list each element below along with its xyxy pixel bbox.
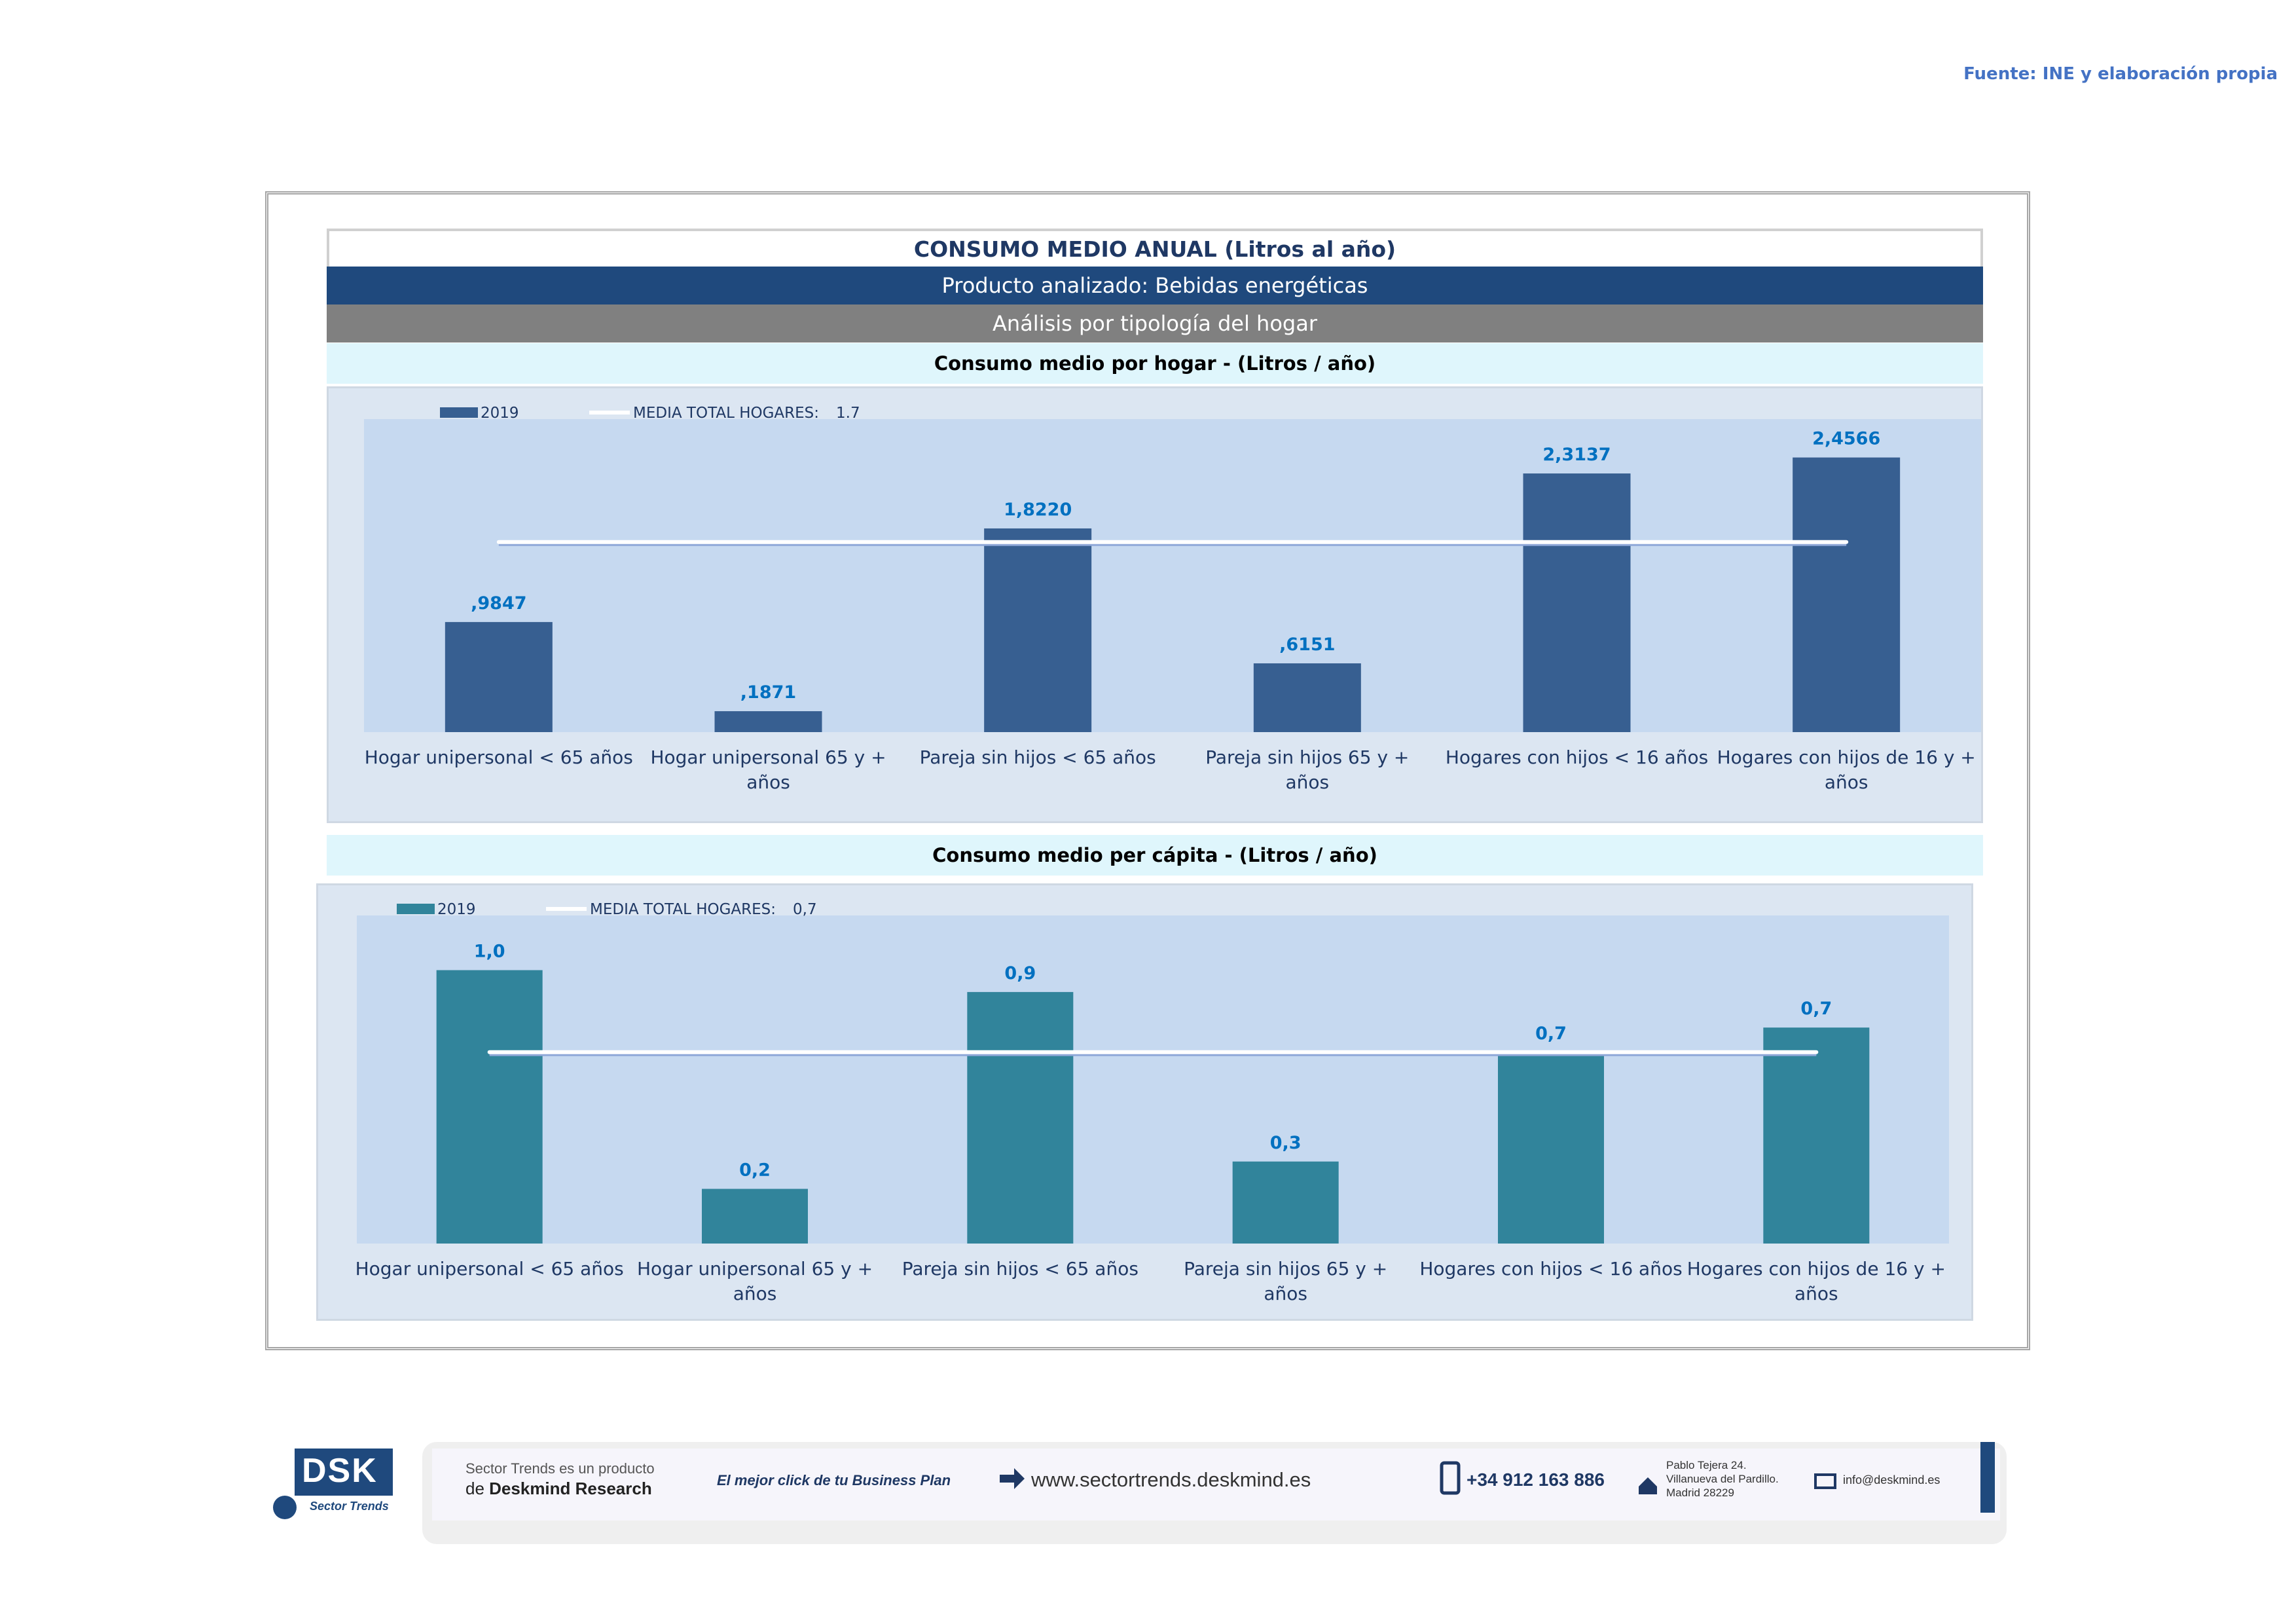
product-line-2: de Deskmind Research — [465, 1479, 652, 1499]
report-title: CONSUMO MEDIO ANUAL (Litros al año) — [327, 229, 1983, 267]
address-line-3: Madrid 28229 — [1666, 1486, 1734, 1499]
legend-mean-label: MEDIA TOTAL HOGARES: — [633, 405, 819, 422]
phone-icon — [1440, 1461, 1461, 1495]
data-label: 0,2 — [739, 1160, 771, 1181]
plot-area — [364, 419, 1981, 732]
data-label: 0,7 — [1800, 999, 1832, 1019]
data-label: 2,4566 — [1812, 429, 1880, 449]
legend-mean-value: 0,7 — [793, 901, 817, 918]
logo-subtitle: Sector Trends — [310, 1500, 389, 1513]
category-label: Hogar unipersonal 65 y + — [650, 747, 886, 768]
logo-swoosh-icon — [273, 1496, 297, 1519]
product-line-2-prefix: de — [465, 1479, 490, 1498]
category-label: años — [746, 771, 790, 793]
bar — [1793, 457, 1901, 732]
report-frame: CONSUMO MEDIO ANUAL (Litros al año) Prod… — [265, 191, 2030, 1350]
category-label: Hogar unipersonal 65 y + — [637, 1258, 873, 1280]
category-label: años — [733, 1283, 777, 1304]
website-link[interactable]: www.sectortrends.deskmind.es — [1031, 1468, 1311, 1491]
data-label: ,9847 — [471, 593, 526, 614]
chart-per-capita-container: 2019 MEDIA TOTAL HOGARES: 0,7 1,0 Hogar unip… — [316, 883, 1973, 1321]
data-label: ,1871 — [740, 682, 796, 703]
footer-card — [432, 1449, 2000, 1521]
product-banner: Producto analizado: Bebidas energéticas — [327, 267, 1983, 304]
mail-icon — [1814, 1473, 1836, 1489]
address-line-1: Pablo Tejera 24. — [1666, 1459, 1747, 1471]
legend-mean-label: MEDIA TOTAL HOGARES: — [590, 901, 776, 918]
data-label: 1,0 — [474, 942, 505, 962]
bar — [445, 621, 553, 732]
category-label: años — [1264, 1283, 1307, 1304]
category-label: Pareja sin hijos 65 y + — [1205, 747, 1409, 768]
bar — [714, 711, 822, 732]
category-label: Pareja sin hijos < 65 años — [920, 747, 1156, 768]
legend-series-label: 2019 — [481, 405, 519, 422]
category-label: Pareja sin hijos < 65 años — [902, 1258, 1139, 1280]
bar — [1523, 473, 1631, 732]
chart-2-title: Consumo medio per cápita - (Litros / año… — [327, 835, 1983, 876]
bar — [1253, 663, 1361, 732]
address-line-2: Villanueva del Pardillo. — [1666, 1473, 1779, 1485]
analysis-banner: Análisis por tipología del hogar — [327, 304, 1983, 342]
logo-mark — [295, 1449, 393, 1496]
bar — [967, 991, 1074, 1244]
bar — [1763, 1027, 1870, 1244]
footer-banner: DSK Sector Trends Sector Trends es un pr… — [265, 1434, 2020, 1552]
legend-series-label: 2019 — [437, 901, 476, 918]
chart-hogar-container: 2019 MEDIA TOTAL HOGARES: 1.7 ,9847 Hogar un… — [327, 386, 1983, 823]
category-label: años — [1825, 771, 1868, 793]
legend-mean-value: 1.7 — [836, 405, 860, 422]
product-line-1: Sector Trends es un producto — [465, 1460, 655, 1477]
home-icon — [1639, 1477, 1657, 1494]
source-note: Fuente: INE y elaboración propia — [1963, 64, 2278, 84]
phone-number[interactable]: +34 912 163 886 — [1467, 1469, 1605, 1490]
legend-bar-swatch — [440, 407, 478, 418]
category-label: Hogares con hijos de 16 y + — [1687, 1258, 1946, 1280]
category-label: Hogares con hijos de 16 y + — [1717, 747, 1976, 768]
category-label: años — [1286, 771, 1330, 793]
email-link[interactable]: info@deskmind.es — [1843, 1473, 1941, 1486]
bar — [1232, 1161, 1339, 1244]
chart-1-title: Consumo medio por hogar - (Litros / año) — [327, 343, 1983, 384]
bar — [1498, 1052, 1604, 1244]
data-label: 1,8220 — [1004, 500, 1072, 520]
data-label: 0,7 — [1535, 1024, 1567, 1044]
tagline: El mejor click de tu Business Plan — [717, 1472, 951, 1488]
data-label: 2,3137 — [1542, 445, 1611, 465]
data-label: ,6151 — [1279, 635, 1335, 655]
plot-area — [357, 915, 1949, 1244]
category-label: Hogar unipersonal < 65 años — [355, 1258, 624, 1280]
chart-per-capita: 2019 MEDIA TOTAL HOGARES: 0,7 1,0 Hogar unip… — [355, 901, 1949, 1304]
chart-hogar: 2019 MEDIA TOTAL HOGARES: 1.7 ,9847 Hogar un… — [364, 405, 1981, 793]
bar — [702, 1189, 808, 1244]
product-brand: Deskmind Research — [489, 1479, 652, 1498]
category-label: Hogares con hijos < 16 años — [1419, 1258, 1682, 1280]
data-label: 0,3 — [1270, 1133, 1302, 1153]
bar — [436, 970, 543, 1244]
arrow-icon — [1000, 1468, 1025, 1489]
legend-bar-swatch — [397, 904, 435, 914]
category-label: Pareja sin hijos 65 y + — [1184, 1258, 1387, 1280]
footer-graphic — [273, 1442, 2007, 1544]
data-label: 0,9 — [1004, 963, 1036, 984]
bar — [984, 528, 1092, 732]
logo-text: DSK — [302, 1452, 378, 1490]
category-label: años — [1795, 1283, 1838, 1304]
category-label: Hogar unipersonal < 65 años — [365, 747, 633, 768]
footer-accent-bar — [1980, 1442, 1995, 1513]
category-label: Hogares con hijos < 16 años — [1446, 747, 1708, 768]
